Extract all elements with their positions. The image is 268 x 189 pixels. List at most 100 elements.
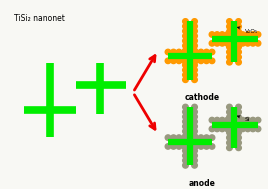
Circle shape	[236, 145, 241, 151]
Circle shape	[255, 41, 261, 46]
Circle shape	[230, 126, 235, 132]
Circle shape	[183, 104, 188, 110]
Circle shape	[204, 144, 209, 149]
Circle shape	[230, 117, 235, 123]
Circle shape	[183, 133, 188, 139]
Circle shape	[192, 158, 197, 163]
Circle shape	[225, 41, 230, 46]
Circle shape	[235, 41, 240, 46]
Circle shape	[255, 126, 261, 132]
Circle shape	[209, 32, 215, 37]
Circle shape	[192, 33, 197, 39]
Circle shape	[219, 41, 225, 46]
Circle shape	[245, 117, 251, 123]
Circle shape	[236, 120, 241, 125]
Circle shape	[227, 109, 232, 115]
Circle shape	[227, 39, 232, 45]
Circle shape	[209, 126, 215, 132]
Circle shape	[230, 32, 235, 37]
Circle shape	[250, 126, 256, 132]
Circle shape	[227, 115, 232, 120]
Text: anode: anode	[189, 179, 215, 188]
Circle shape	[240, 117, 245, 123]
Circle shape	[227, 54, 232, 60]
Circle shape	[198, 144, 204, 149]
Circle shape	[198, 135, 204, 140]
Text: V₂O₅: V₂O₅	[237, 27, 258, 34]
Circle shape	[183, 43, 188, 48]
Circle shape	[227, 120, 232, 125]
Circle shape	[236, 34, 241, 40]
Circle shape	[192, 43, 197, 48]
Circle shape	[236, 125, 241, 130]
Circle shape	[227, 140, 232, 146]
Circle shape	[227, 49, 232, 55]
Circle shape	[165, 135, 171, 140]
Circle shape	[183, 119, 188, 124]
Circle shape	[182, 58, 187, 64]
Circle shape	[209, 117, 215, 123]
Circle shape	[192, 119, 197, 124]
Circle shape	[235, 32, 240, 37]
Circle shape	[165, 144, 171, 149]
Circle shape	[225, 32, 230, 37]
Circle shape	[227, 44, 232, 50]
Circle shape	[183, 109, 188, 115]
Circle shape	[192, 38, 197, 44]
Circle shape	[236, 19, 241, 24]
Circle shape	[192, 138, 197, 144]
Circle shape	[192, 48, 197, 53]
Circle shape	[227, 29, 232, 34]
Circle shape	[192, 124, 197, 129]
Circle shape	[209, 58, 215, 64]
Circle shape	[192, 24, 197, 29]
Circle shape	[183, 33, 188, 39]
Circle shape	[187, 135, 193, 140]
Circle shape	[245, 41, 251, 46]
Circle shape	[219, 117, 225, 123]
Circle shape	[176, 58, 182, 64]
Circle shape	[192, 148, 197, 153]
Circle shape	[192, 72, 197, 78]
Circle shape	[192, 109, 197, 115]
Circle shape	[209, 49, 215, 55]
Circle shape	[193, 135, 198, 140]
Circle shape	[183, 158, 188, 163]
Circle shape	[192, 104, 197, 110]
Circle shape	[214, 117, 220, 123]
Circle shape	[183, 38, 188, 44]
Circle shape	[230, 41, 235, 46]
Circle shape	[183, 77, 188, 82]
Circle shape	[198, 58, 204, 64]
Circle shape	[192, 58, 197, 63]
Circle shape	[245, 32, 251, 37]
Circle shape	[227, 145, 232, 151]
Circle shape	[165, 49, 171, 55]
Circle shape	[227, 24, 232, 29]
Circle shape	[245, 126, 251, 132]
Circle shape	[183, 24, 188, 29]
Circle shape	[182, 144, 187, 149]
Circle shape	[183, 124, 188, 129]
Circle shape	[183, 19, 188, 24]
Circle shape	[193, 58, 198, 64]
Circle shape	[176, 135, 182, 140]
Circle shape	[227, 135, 232, 140]
Circle shape	[192, 143, 197, 149]
Circle shape	[209, 135, 215, 140]
Circle shape	[183, 138, 188, 144]
Circle shape	[165, 58, 171, 64]
Text: Si: Si	[237, 116, 250, 122]
Circle shape	[227, 125, 232, 130]
Circle shape	[183, 28, 188, 34]
Circle shape	[240, 126, 245, 132]
Circle shape	[183, 148, 188, 153]
Circle shape	[209, 144, 215, 149]
Circle shape	[240, 41, 245, 46]
Circle shape	[225, 117, 230, 123]
Circle shape	[227, 19, 232, 24]
Circle shape	[214, 41, 220, 46]
Circle shape	[240, 32, 245, 37]
Circle shape	[250, 32, 256, 37]
Circle shape	[227, 60, 232, 65]
